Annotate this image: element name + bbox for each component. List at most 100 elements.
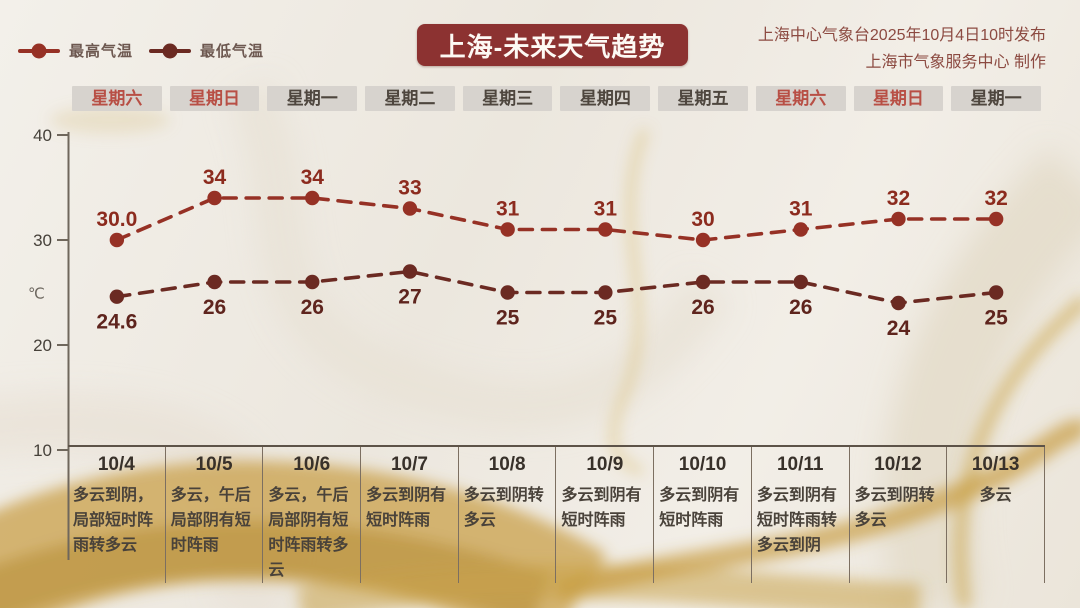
high-temp-value-label: 33 [398, 177, 421, 200]
weekday-header-row: 星期六 星期日 星期一 星期二 星期三 星期四 星期五 星期六 星期日 星期一 [68, 86, 1045, 111]
legend-item-high: 最高气温 [18, 40, 133, 61]
weekday-cell: 星期四 [560, 86, 651, 111]
low-temp-value-label: 26 [789, 296, 812, 319]
forecast-cell: 10/11 多云到阴有短时阵雨转多云到阴 [752, 447, 850, 583]
high-temp-value-label: 32 [887, 187, 910, 210]
high-temp-value-label: 34 [301, 166, 325, 189]
forecast-weather-text-inner: 多云到阴有短时阵雨转多云到阴 [756, 487, 837, 554]
low-temp-point [988, 285, 1004, 300]
forecast-weather-text-inner: 多云到阴转多云 [854, 487, 935, 529]
forecast-date: 10/12 [874, 454, 922, 475]
forecast-cell: 10/13 多云 [947, 447, 1045, 583]
high-temp-point [793, 222, 808, 237]
low-temp-point [402, 264, 418, 279]
forecast-weather-text: 多云到阴有短时阵雨转多云到阴 [752, 483, 849, 558]
low-temp-line [115, 269, 998, 305]
low-temp-point [207, 274, 222, 290]
low-temp-point [109, 289, 125, 304]
high-temp-value-label: 32 [984, 187, 1007, 210]
high-temp-value-label: 30 [691, 208, 714, 231]
forecast-date: 10/11 [776, 454, 824, 475]
legend: 最高气温 最低气温 [18, 40, 264, 61]
weekday-cell: 星期三 [462, 86, 553, 111]
weekday-cell: 星期二 [365, 86, 455, 111]
y-tick-label: 30 [33, 231, 52, 250]
forecast-weather-text: 多云到阴，局部短时阵雨转多云 [68, 483, 165, 558]
forecast-date: 10/13 [971, 454, 1020, 475]
weekday-cell: 星期日 [169, 86, 260, 111]
forecast-weather-text: 多云 [947, 483, 1044, 508]
weekday-cell: 星期六 [72, 86, 162, 111]
high-temp-point [207, 190, 222, 206]
high-temp-value-label: 31 [496, 198, 520, 221]
forecast-weather-text-inner: 多云 [979, 487, 1012, 504]
weekday-cell: 星期五 [658, 86, 748, 111]
high-temp-legend-marker [18, 43, 60, 58]
forecast-cell: 10/10 多云到阴有短时阵雨 [654, 447, 752, 583]
high-temp-line [115, 196, 998, 242]
forecast-cell: 10/4 多云到阴，局部短时阵雨转多云 [68, 447, 166, 583]
y-tick-label: 40 [33, 126, 52, 145]
weekday-cell: 星期一 [267, 86, 358, 111]
high-temp-point [891, 211, 906, 227]
low-temp-value-label: 26 [691, 296, 714, 319]
low-temp-point [500, 285, 515, 300]
forecast-cell: 10/9 多云到阴有短时阵雨 [556, 447, 655, 583]
low-temp-legend-marker [149, 43, 192, 58]
forecast-date: 10/6 [293, 454, 331, 475]
forecast-table: 10/4 多云到阴，局部短时阵雨转多云 10/5 多云，午后局部阴有短时阵雨 10/6 多… [68, 445, 1045, 583]
forecast-cell: 10/5 多云，午后局部阴有短时阵雨 [166, 447, 264, 583]
forecast-weather-text: 多云，午后局部阴有短时阵雨转多云 [263, 483, 360, 583]
low-temp-value-label: 25 [496, 307, 520, 330]
y-tick-label: 10 [33, 441, 52, 460]
forecast-date: 10/7 [390, 454, 428, 475]
low-temp-legend-label: 最低气温 [200, 43, 265, 60]
forecast-weather-text-inner: 多云到阴转多云 [463, 487, 544, 529]
high-temp-point [695, 232, 711, 248]
high-temp-legend-label: 最高气温 [69, 43, 134, 60]
low-temp-value-label: 27 [398, 286, 421, 309]
forecast-cell: 10/7 多云到阴有短时阵雨 [361, 447, 459, 583]
forecast-weather-text: 多云，午后局部阴有短时阵雨 [166, 483, 263, 558]
low-temp-point [793, 274, 808, 290]
high-temp-point [598, 222, 613, 237]
issue-time: 上海中心气象台2025年10月4日10时发布 [757, 27, 1046, 44]
issue-info: 上海中心气象台2025年10月4日10时发布 上海市气象服务中心 制作 [758, 22, 1046, 76]
high-temp-point [500, 222, 515, 237]
weekday-cell: 星期一 [951, 86, 1041, 111]
forecast-weather-text-inner: 多云到阴有短时阵雨 [366, 487, 447, 529]
high-temp-value-label: 30.0 [96, 208, 137, 231]
low-temp-value-label: 24.6 [96, 311, 137, 334]
forecast-weather-text: 多云到阴有短时阵雨 [654, 483, 751, 533]
forecast-date: 10/5 [195, 454, 233, 475]
forecast-weather-text: 多云到阴有短时阵雨 [556, 483, 653, 533]
forecast-weather-text-inner: 多云，午后局部阴有短时阵雨转多云 [268, 487, 349, 579]
forecast-weather-text-inner: 多云，午后局部阴有短时阵雨 [170, 487, 251, 554]
high-temp-point [402, 201, 418, 216]
forecast-date: 10/8 [488, 454, 526, 475]
forecast-date: 10/4 [97, 454, 135, 475]
low-temp-value-label: 26 [301, 296, 324, 319]
forecast-cell: 10/12 多云到阴转多云 [850, 447, 948, 583]
y-axis-unit: ℃ [28, 286, 45, 303]
high-temp-point [988, 211, 1004, 227]
forecast-weather-text: 多云到阴有短时阵雨 [361, 483, 458, 533]
forecast-weather-text: 多云到阴转多云 [850, 483, 947, 533]
forecast-date: 10/10 [678, 454, 727, 475]
low-temp-value-label: 26 [203, 296, 226, 319]
low-temp-value-label: 25 [984, 307, 1008, 330]
forecast-weather-text-inner: 多云到阴，局部短时阵雨转多云 [73, 487, 154, 554]
low-temp-point [305, 274, 320, 290]
low-temp-point [598, 285, 613, 300]
forecast-cell: 10/8 多云到阴转多云 [459, 447, 557, 583]
high-temp-point [109, 232, 125, 248]
low-temp-value-label: 25 [594, 307, 618, 330]
forecast-weather-text-inner: 多云到阴有短时阵雨 [561, 487, 642, 529]
forecast-weather-text: 多云到阴转多云 [459, 483, 556, 533]
high-temp-point [305, 190, 320, 206]
issue-producer: 上海市气象服务中心 制作 [865, 54, 1046, 71]
page-title: 上海-未来天气趋势 [417, 24, 688, 66]
forecast-cell: 10/6 多云，午后局部阴有短时阵雨转多云 [263, 447, 362, 583]
low-temp-value-label: 24 [887, 317, 911, 340]
